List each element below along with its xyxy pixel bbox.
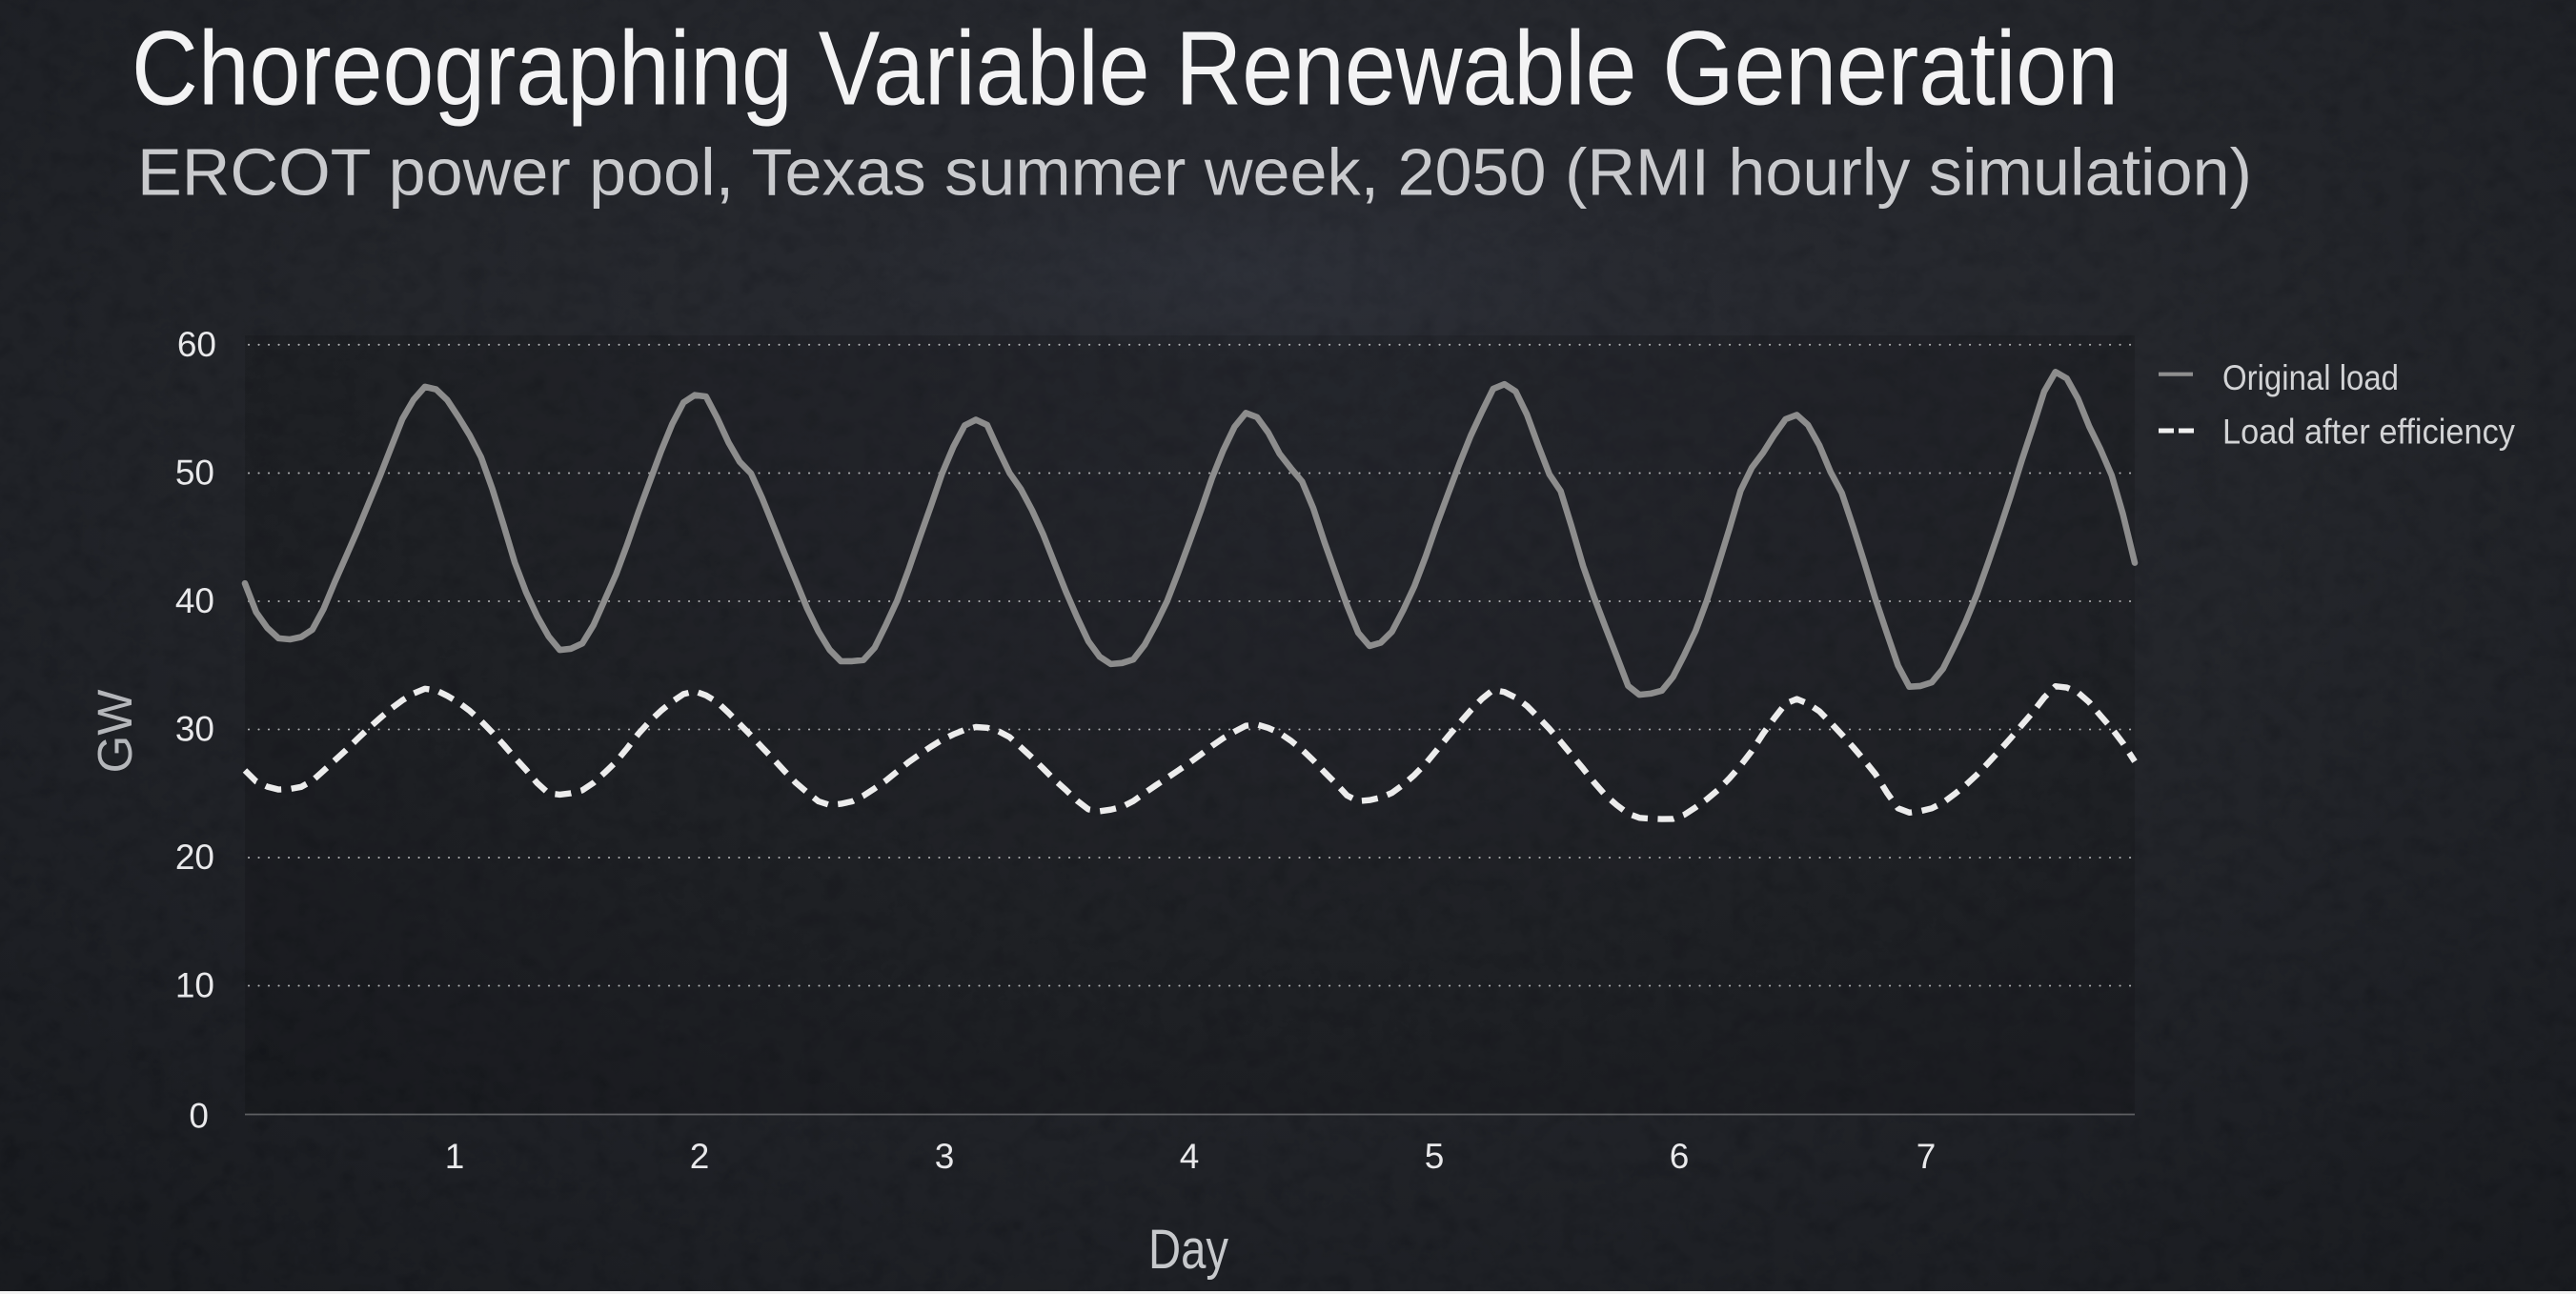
svg-text:2: 2 [690,1137,710,1176]
svg-text:1: 1 [445,1137,465,1176]
svg-text:4: 4 [1180,1137,1200,1176]
svg-text:GW: GW [88,690,142,774]
svg-text:10: 10 [175,966,214,1005]
svg-text:Load after efficiency: Load after efficiency [2222,413,2515,452]
svg-text:7: 7 [1917,1137,1937,1176]
svg-text:0: 0 [189,1097,209,1136]
svg-text:3: 3 [935,1137,955,1176]
svg-text:ERCOT power pool, Texas summer: ERCOT power pool, Texas summer week, 205… [137,135,2252,210]
svg-text:30: 30 [175,710,214,749]
svg-text:50: 50 [175,454,214,493]
svg-text:Original load: Original load [2222,358,2399,397]
svg-text:Day: Day [1148,1219,1228,1281]
svg-text:40: 40 [175,581,214,620]
svg-text:Choreographing Variable Renewa: Choreographing Variable Renewable Genera… [132,10,2119,128]
svg-text:20: 20 [175,838,214,877]
svg-text:5: 5 [1425,1137,1445,1176]
svg-text:60: 60 [177,325,216,364]
svg-text:6: 6 [1670,1137,1690,1176]
